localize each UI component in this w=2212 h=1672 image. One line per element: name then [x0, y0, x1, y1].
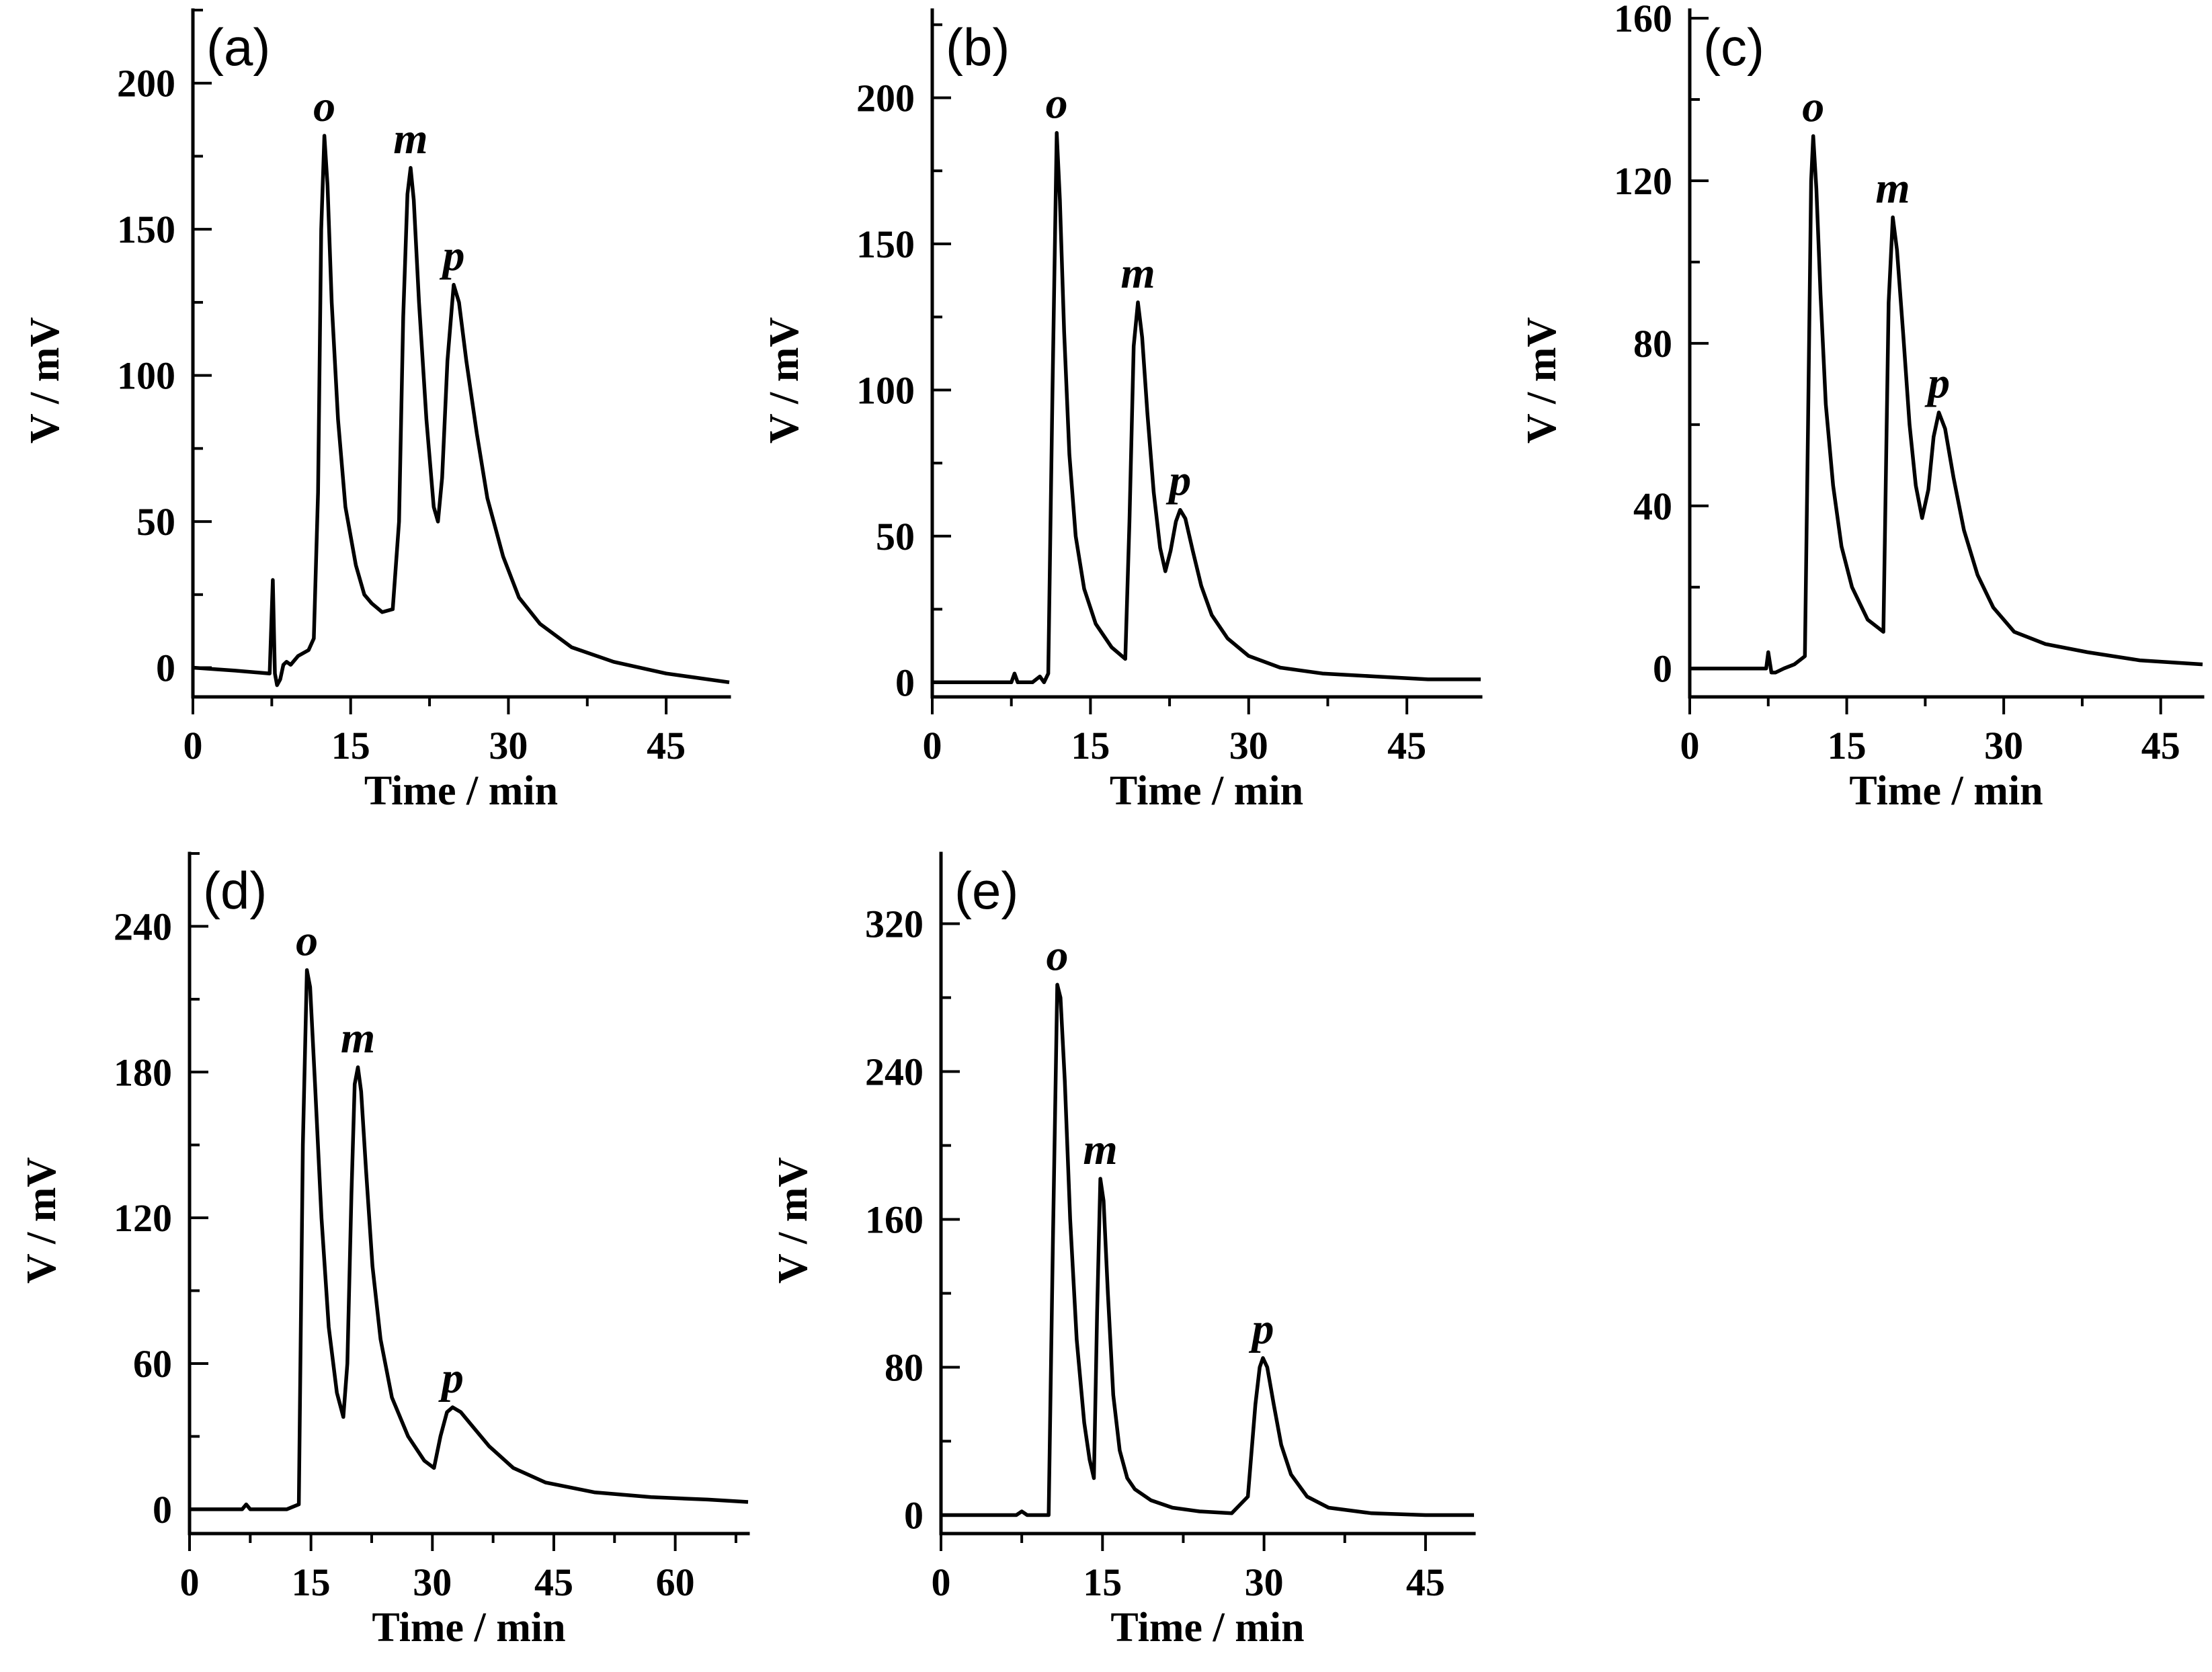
y-axis-title: V / mV — [1519, 317, 1565, 444]
y-tick-label: 160 — [1614, 0, 1672, 40]
y-tick-label: 0 — [1653, 647, 1672, 691]
y-tick-label: 120 — [114, 1196, 172, 1240]
y-tick-label: 0 — [904, 1494, 924, 1538]
peak-label-p: p — [1165, 456, 1191, 505]
panel-a: 0 15 30 45 0 50 100 150 200 Time / min V / mV (a) o m… — [22, 8, 731, 814]
chromatogram-trace — [1690, 134, 2203, 675]
peak-label-o: o — [1046, 79, 1068, 128]
peak-label-m: m — [341, 1013, 375, 1062]
y-tick-label: 50 — [136, 500, 175, 544]
y-axis-title: V / mV — [22, 317, 68, 444]
x-axis-title: Time / min — [372, 1605, 565, 1650]
y-tick-label: 0 — [895, 661, 915, 704]
peak-label-p: p — [438, 1353, 464, 1403]
panel-c: 0 15 30 45 0 40 80 120 160 Time / min V / mV (c) o m p — [1519, 0, 2205, 814]
x-axis-title: Time / min — [364, 768, 558, 814]
x-tick-label: 15 — [1828, 724, 1867, 767]
y-tick-label: 200 — [117, 62, 175, 106]
x-tick-label: 45 — [647, 724, 686, 767]
y-tick-label: 180 — [114, 1050, 172, 1094]
peak-label-p: p — [1924, 359, 1950, 408]
x-tick-label: 15 — [292, 1560, 331, 1604]
x-tick-label: 0 — [183, 724, 203, 767]
chromatogram-trace — [941, 983, 1474, 1517]
x-tick-label: 30 — [1229, 724, 1268, 767]
x-tick-label: 60 — [656, 1560, 695, 1604]
peak-label-p: p — [440, 231, 465, 280]
panel-label: (c) — [1703, 17, 1764, 77]
y-axis-title: V / mV — [19, 1157, 65, 1284]
x-tick-label: 15 — [1083, 1560, 1122, 1604]
y-tick-label: 240 — [114, 905, 172, 948]
y-tick-label: 0 — [153, 1488, 172, 1532]
x-tick-label: 0 — [1680, 724, 1700, 767]
panel-label: (b) — [946, 17, 1010, 77]
y-tick-label: 40 — [1633, 485, 1672, 528]
x-tick-label: 30 — [413, 1560, 452, 1604]
panel-e: 0 15 30 45 0 80 160 240 320 Time / min V / mV (e) o m… — [770, 851, 1476, 1650]
peak-label-m: m — [393, 114, 427, 163]
y-tick-label: 100 — [856, 368, 915, 412]
y-tick-label: 80 — [1633, 322, 1672, 366]
y-tick-label: 100 — [117, 354, 175, 398]
x-tick-label: 45 — [2141, 724, 2180, 767]
y-tick-label: 160 — [865, 1198, 924, 1242]
y-axis-title: V / mV — [770, 1157, 816, 1284]
peak-label-p: p — [1249, 1304, 1274, 1353]
y-tick-label: 240 — [865, 1050, 924, 1094]
y-tick-label: 200 — [856, 76, 915, 120]
panel-label: (e) — [954, 861, 1018, 920]
y-tick-label: 320 — [865, 903, 924, 946]
x-tick-label: 30 — [1245, 1560, 1284, 1604]
panel-label: (a) — [206, 17, 270, 77]
panel-d: 0 15 30 45 60 0 60 120 180 240 Time / min V / mV (d)… — [19, 851, 750, 1650]
x-tick-label: 0 — [923, 724, 942, 767]
peak-label-m: m — [1083, 1125, 1117, 1174]
x-tick-label: 15 — [331, 724, 370, 767]
x-tick-label: 45 — [1406, 1560, 1445, 1604]
x-tick-label: 45 — [1387, 724, 1426, 767]
y-tick-label: 150 — [856, 222, 915, 266]
y-axis-title: V / mV — [762, 317, 807, 444]
y-tick-label: 60 — [133, 1342, 172, 1386]
x-tick-label: 30 — [1984, 724, 2023, 767]
x-tick-label: 0 — [180, 1560, 200, 1604]
y-tick-label: 120 — [1614, 159, 1672, 203]
chromatogram-trace — [932, 130, 1481, 685]
x-tick-label: 30 — [489, 724, 528, 767]
peak-label-o: o — [313, 82, 335, 131]
y-tick-label: 150 — [117, 208, 175, 251]
panel-b: 0 15 30 45 0 50 100 150 200 Time / min V / mV (b) o m… — [762, 8, 1483, 814]
x-axis-title: Time / min — [1849, 768, 2043, 814]
x-tick-label: 0 — [932, 1560, 951, 1604]
x-axis-title: Time / min — [1110, 1605, 1304, 1650]
panel-label: (d) — [203, 861, 267, 920]
chromatogram-trace — [192, 134, 730, 687]
x-tick-label: 15 — [1071, 724, 1110, 767]
chromatogram-trace — [190, 968, 749, 1511]
y-tick-label: 50 — [876, 515, 915, 558]
peak-label-m: m — [1875, 163, 1910, 212]
peak-label-o: o — [1802, 82, 1824, 131]
y-tick-label: 80 — [885, 1346, 924, 1390]
peak-label-o: o — [1047, 931, 1069, 980]
peak-label-m: m — [1120, 249, 1155, 298]
x-tick-label: 45 — [534, 1560, 573, 1604]
y-tick-label: 0 — [156, 646, 175, 690]
peak-label-o: o — [296, 916, 318, 965]
x-axis-title: Time / min — [1110, 768, 1303, 814]
